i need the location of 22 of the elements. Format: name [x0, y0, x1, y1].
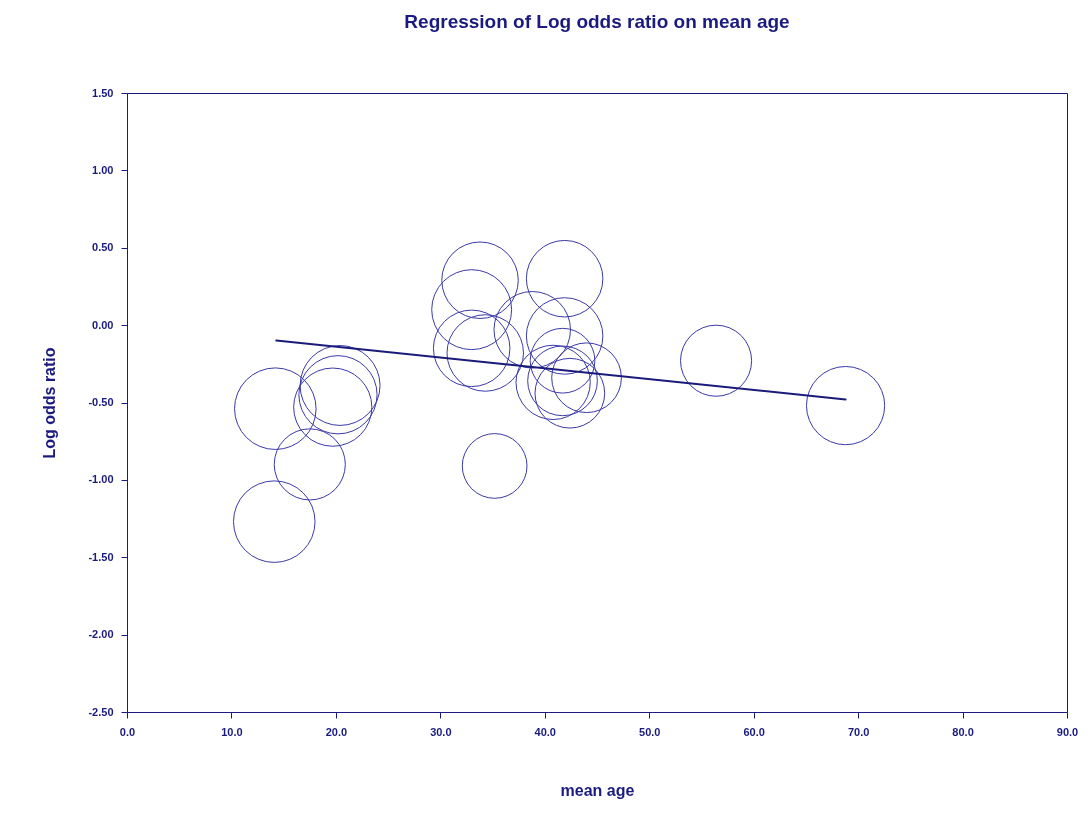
x-tick-label: 60.0 [743, 725, 765, 738]
x-tick-label: 90.0 [1056, 725, 1079, 738]
y-tick-label: 1.50 [92, 86, 114, 99]
y-tick-label: 1.00 [92, 163, 114, 176]
x-tick-label: 50.0 [639, 725, 661, 738]
x-tick-label: 30.0 [430, 725, 452, 738]
y-tick-label: -1.50 [88, 550, 114, 563]
y-tick-label: -1.00 [88, 473, 114, 486]
x-tick-label: 70.0 [847, 725, 870, 738]
y-tick-label: 0.00 [92, 318, 114, 331]
chart-title: Regression of Log odds ratio on mean age [404, 11, 790, 32]
y-tick-label: 0.50 [92, 241, 114, 254]
y-tick-label: -0.50 [88, 396, 114, 408]
y-axis-title: Log odds ratio [41, 347, 59, 459]
x-tick-label: 80.0 [952, 725, 974, 738]
x-tick-label: 0.0 [119, 725, 136, 738]
x-tick-label: 20.0 [325, 725, 348, 738]
y-tick-label: -2.00 [88, 628, 114, 641]
x-axis-title: mean age [560, 781, 635, 799]
y-tick-label: -2.50 [88, 705, 114, 718]
x-tick-label: 10.0 [221, 725, 243, 738]
x-tick-label: 40.0 [534, 725, 556, 738]
